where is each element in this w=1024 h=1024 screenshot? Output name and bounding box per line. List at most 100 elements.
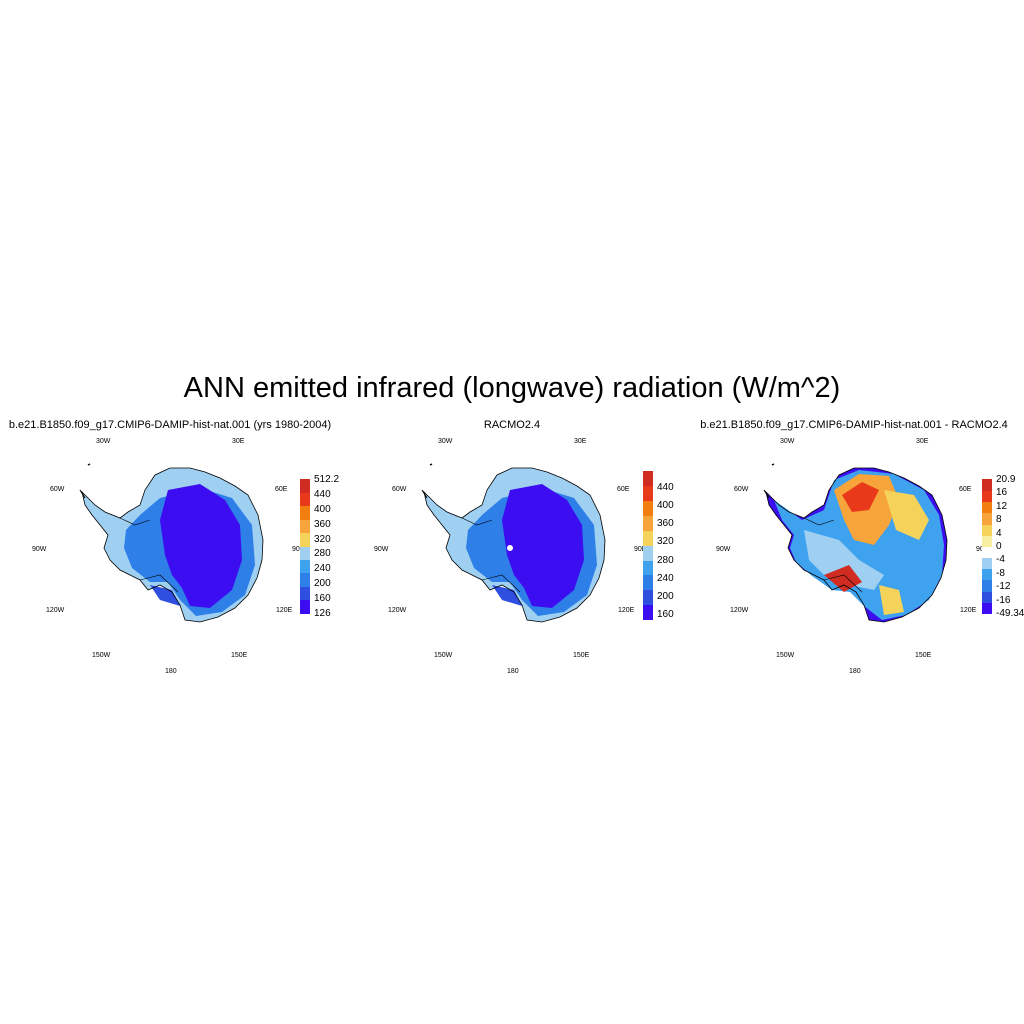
colorbar-label: 12 [996,500,1008,512]
colorbar-label: 200 [314,578,331,590]
colorbar-label: -12 [996,581,1011,593]
panel-title: b.e21.B1850.f09_g17.CMIP6-DAMIP-hist-nat… [8,419,332,431]
ice-shelf-region [492,585,522,606]
longitude-label: 30W [438,438,453,445]
colorbar-swatch [300,492,310,507]
island-mark [87,463,91,466]
grounding-line [461,517,521,593]
antarctica-map [763,463,948,623]
peninsula-tip [421,489,428,499]
longitude-label: 90W [32,546,47,553]
colorbar-swatch [982,490,992,503]
colorbar-swatch [300,479,310,493]
colorbar-swatch [300,572,310,587]
longitude-label: 60W [734,486,749,493]
longitude-label: 150W [434,652,453,659]
missing-data-spot [507,545,513,551]
colorbar-label: 280 [314,548,331,560]
colorbar-label: 440 [657,482,674,493]
colorbar-swatch [982,546,992,558]
colorbar-label: 400 [657,500,674,512]
longitude-label: 150E [231,652,248,659]
coastline [81,467,264,623]
coastal-positive-anomaly [879,585,904,615]
colorbar-label: 200 [657,590,674,602]
ice-shelf-positive-anomaly [824,565,862,592]
colorbar-swatch [982,501,992,514]
colorbar-swatch [300,505,310,520]
colorbar-swatch [643,605,653,621]
colorbar-swatch [643,575,653,591]
colorbar-swatch [643,590,653,606]
colorbar-label: 360 [657,518,674,530]
longitude-label: 90E [292,546,305,553]
colorbar-swatch [643,515,653,531]
colorbar-label: 280 [657,554,674,566]
colorbar-swatch [982,512,992,525]
colorbar: 20.9 16 12 8 4 0 -4 -8 -12 -16 -49.34 [982,475,1024,619]
colorbar-label: 20.9 [996,474,1016,485]
panel-racmo: RACMO2.4 30W 30E 60W 60E 90W 90E 120W 120E 150W 1… [342,415,682,685]
colorbar-label: 4 [996,527,1002,539]
colorbar-label: -16 [996,594,1011,606]
longitude-label: 180 [507,668,519,675]
colorbar-swatch [300,519,310,534]
longitude-label: 60E [275,486,288,493]
longitude-label: 150W [92,652,111,659]
colorbar-label: -4 [996,554,1005,566]
panel-difference: b.e21.B1850.f09_g17.CMIP6-DAMIP-hist-nat… [684,415,1024,685]
colorbar-swatch [982,579,992,592]
longitude-label: 150W [776,652,795,659]
colorbar-swatch [982,557,992,570]
longitude-label: 30E [574,438,587,445]
colorbar-label: 440 [314,488,331,500]
colorbar-label: 240 [314,563,331,575]
ice-shelf-region [150,585,180,606]
colorbar-label: -8 [996,567,1005,579]
peninsula-tip [763,489,770,499]
longitude-label: 90W [716,546,731,553]
colorbar-swatch [982,601,992,614]
panel-model: b.e21.B1850.f09_g17.CMIP6-DAMIP-hist-nat… [0,415,340,685]
longitude-label: 120W [46,607,65,614]
longitude-label: 30E [232,438,245,445]
longitude-label: 120W [730,607,749,614]
longitude-label: 30W [96,438,111,445]
longitude-label: 90E [634,546,647,553]
colorbar-label: 160 [314,593,331,605]
island-mark [429,463,433,466]
colorbar-swatch [643,485,653,501]
longitude-label: 180 [849,668,861,675]
colorbar-label: 360 [314,518,331,530]
colorbar-swatch [643,560,653,576]
island-mark [771,463,775,466]
colorbar-label: 160 [657,609,674,620]
longitude-label: 120E [276,607,293,614]
colorbar-swatch [982,590,992,603]
colorbar-label: 512.2 [314,474,340,485]
colorbar-swatch [300,546,310,560]
longitude-label: 60W [392,486,407,493]
strong-positive-anomaly [842,482,879,512]
grounding-line [803,517,863,593]
colorbar-label: 8 [996,514,1002,526]
colorbar: 512.2 440 400 360 320 280 240 200 160 126 [300,475,360,619]
colorbar-label: 0 [996,541,1002,552]
colorbar-swatch [982,479,992,491]
colorbar-label: 126 [314,608,331,619]
weak-positive-anomaly [884,490,929,540]
longitude-label: 30E [916,438,929,445]
colorbar-label: 320 [657,536,674,548]
longitude-label: 30W [780,438,795,445]
coastline [423,467,606,623]
colorbar-swatch [982,568,992,581]
colorbar-swatch [300,599,310,614]
panel-title: RACMO2.4 [483,419,541,431]
longitude-label: 180 [165,668,177,675]
colorbar-swatch [982,534,992,547]
antarctica-map [421,463,606,623]
antarctica-map [79,463,264,623]
longitude-label: 90W [374,546,389,553]
main-title: ANN emitted infrared (longwave) radiatio… [183,372,841,404]
colorbar-label: 240 [657,572,674,584]
